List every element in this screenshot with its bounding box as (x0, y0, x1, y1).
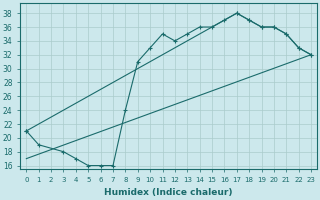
X-axis label: Humidex (Indice chaleur): Humidex (Indice chaleur) (104, 188, 233, 197)
